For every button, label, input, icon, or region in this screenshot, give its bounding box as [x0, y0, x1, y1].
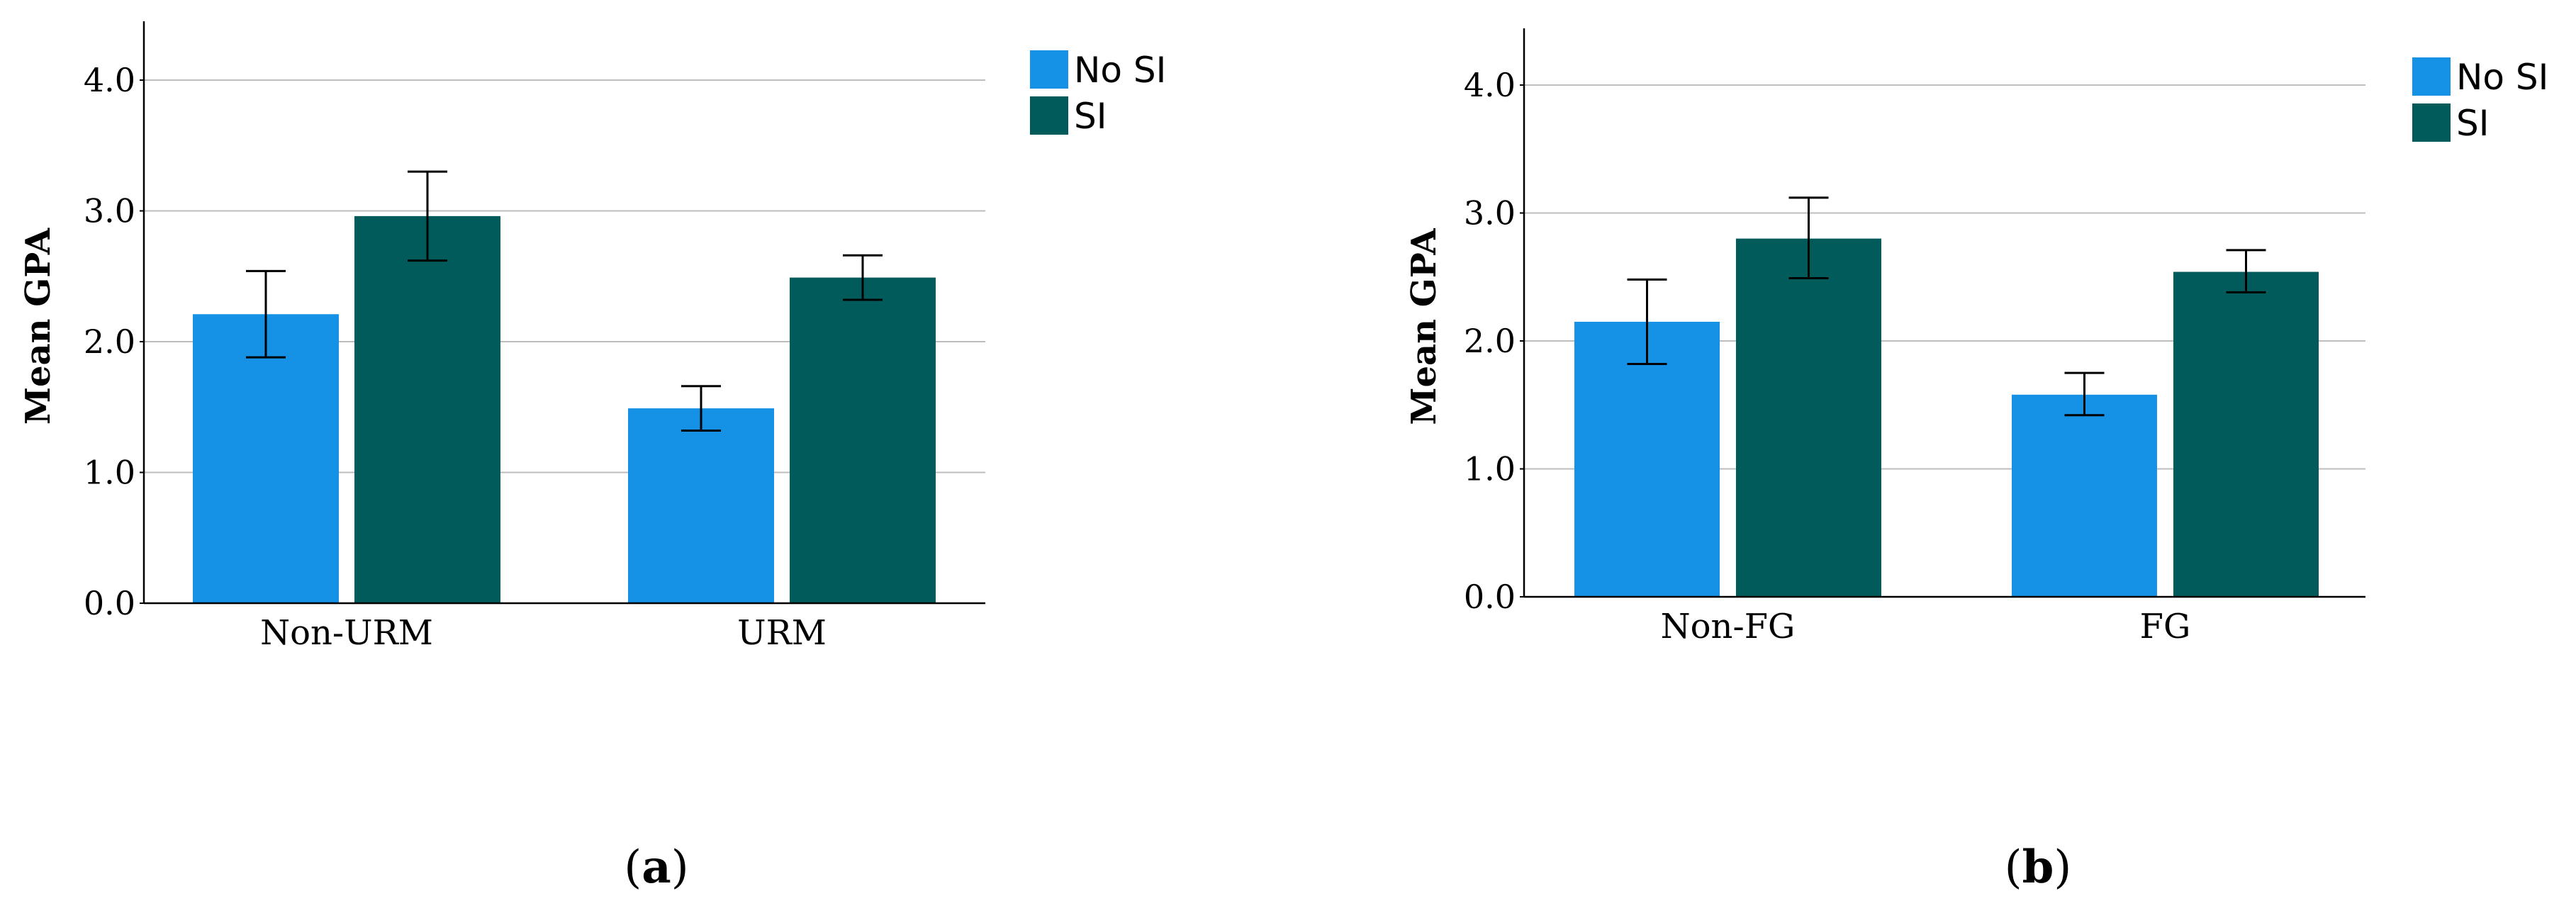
y-tick-label: 1.0	[84, 454, 135, 492]
legend-label: SI	[2456, 103, 2489, 144]
y-tick-label: 4.0	[1464, 66, 1516, 104]
y-tick-label: 3.0	[1464, 194, 1516, 232]
bar-no-si-non-urm	[193, 314, 339, 603]
error-bar-no-si-fg	[2064, 371, 2105, 417]
error-bar-si-non-urm	[408, 170, 447, 262]
panel-label: (a)	[624, 841, 688, 894]
bar-no-si-urm	[628, 408, 774, 603]
panel-label-open-paren: (	[2005, 841, 2022, 894]
panel-label-close-paren: )	[2054, 841, 2071, 894]
panel-label-letter: b	[2022, 841, 2054, 894]
panel-label-close-paren: )	[671, 841, 689, 894]
bar-no-si-non-fg	[1574, 321, 1720, 597]
y-axis-title: Mean GPA	[18, 228, 58, 425]
bar-si-non-urm	[354, 215, 500, 603]
y-tick-label: 1.0	[1464, 450, 1516, 488]
legend-swatch-no-si	[2412, 57, 2451, 96]
y-tick-label: 0.0	[1464, 578, 1516, 616]
y-axis-title: Mean GPA	[1404, 228, 1444, 425]
x-category-label: URM	[737, 613, 827, 653]
legend-label: SI	[1074, 96, 1107, 137]
y-tick-label: 2.0	[1464, 322, 1516, 360]
legend-swatch-si	[1030, 96, 1068, 135]
panel-b: 0.0 1.0 2.0 3.0 4.0 Non-FG FG Mean GPA No SI SI (b…	[1404, 28, 2548, 894]
bar-si-fg	[2173, 271, 2319, 597]
error-bar-si-urm	[843, 254, 883, 301]
bar-si-non-fg	[1736, 238, 1881, 597]
y-tick-label: 2.0	[84, 323, 135, 361]
legend-label: No SI	[2456, 57, 2548, 98]
y-tick-label: 0.0	[84, 584, 135, 622]
x-category-label: Non-URM	[260, 613, 433, 653]
panel-label: (b)	[2005, 841, 2072, 894]
legend-swatch-no-si	[1030, 50, 1068, 89]
x-category-label: Non-FG	[1661, 607, 1796, 646]
bar-si-urm	[790, 277, 936, 603]
error-bar-no-si-non-fg	[1627, 278, 1667, 365]
error-bar-si-fg	[2226, 249, 2266, 293]
bar-no-si-fg	[2012, 394, 2157, 597]
x-category-label: FG	[2140, 607, 2191, 646]
legend-swatch-si	[2412, 103, 2451, 142]
error-bar-si-non-fg	[1788, 196, 1829, 280]
error-bar-no-si-non-urm	[246, 269, 286, 359]
panel-label-letter: a	[642, 841, 671, 894]
y-tick-label: 4.0	[84, 61, 135, 99]
y-tick-label: 3.0	[84, 192, 135, 230]
panel-label-open-paren: (	[624, 841, 642, 894]
legend-label: No SI	[1074, 50, 1166, 91]
error-bar-no-si-urm	[681, 385, 721, 432]
panel-a: 0.0 1.0 2.0 3.0 4.0 Non-URM URM Mean GPA No SI SI…	[18, 21, 1166, 894]
